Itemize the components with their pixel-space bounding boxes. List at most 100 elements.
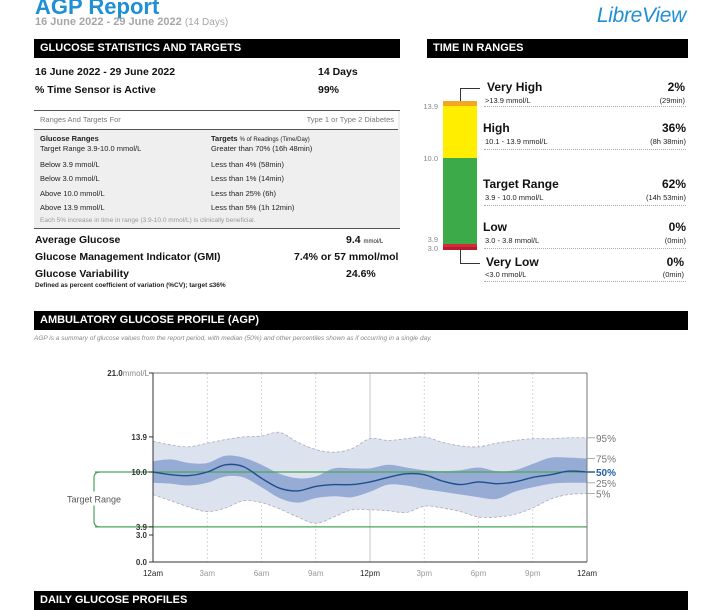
legend-label-95pct: 95%	[596, 434, 616, 445]
tir-low-pct: 0%	[668, 220, 686, 234]
ranges-targets-box: Ranges And Targets For Type 1 or Type 2 …	[34, 110, 400, 229]
period-label: 16 June 2022 - 29 June 2022	[35, 66, 176, 78]
tir-divider	[484, 149, 686, 150]
tir-low-range: 3.0 - 3.8 mmol/L	[485, 236, 540, 245]
libreview-logo: LibreView	[596, 4, 686, 27]
x-tick-label: 9pm	[525, 569, 541, 578]
x-tick-label: 12pm	[360, 569, 380, 578]
tir-very-low-time: (0min)	[662, 270, 684, 279]
tir-bar-very-low	[443, 247, 477, 250]
tir-axis-3-0: 3.0	[427, 244, 438, 253]
band-25-75	[153, 455, 587, 503]
range-row-4: Above 13.9 mmol/L	[40, 203, 105, 212]
very-high-connector	[460, 88, 461, 101]
y-tick-label: 3.0	[136, 531, 148, 540]
gmi-label: Glucose Management Indicator (GMI)	[35, 251, 221, 263]
agp-section-header: AMBULATORY GLUCOSE PROFILE (AGP)	[34, 311, 688, 330]
agp-description: AGP is a summary of glucose values from …	[34, 335, 432, 342]
tir-target-pct: 62%	[661, 177, 686, 191]
tir-axis-13-9: 13.9	[423, 102, 438, 111]
tir-very-high-time: (29min)	[659, 96, 685, 105]
x-tick-label: 3am	[199, 569, 215, 578]
target-row-1: Less than 4% (58min)	[211, 160, 284, 169]
line-95	[152, 431, 588, 453]
x-tick-label: 3pm	[416, 569, 432, 578]
range-row-0: Target Range 3.9-10.0 mmol/L	[40, 144, 142, 153]
tir-axis-10-0: 10.0	[423, 154, 438, 163]
y-tick-label: 21.0mmol/L	[107, 369, 149, 378]
y-tick-label: 13.9	[131, 433, 147, 442]
targets-header-sub: % of Readings (Time/Day)	[239, 137, 310, 143]
tir-low-label: Low	[483, 220, 507, 234]
tir-high-time: (8h 38min)	[650, 137, 686, 146]
agp-chart: 12am 3am 6am 9am 12pm 3pm 6pm 9pm 12am Target Ran…	[62, 369, 616, 578]
gmi-value: 7.4% or 57 mmol/mol	[294, 251, 399, 263]
legend-label-5pct: 5%	[596, 490, 611, 501]
y-unit-label: mmol/L	[123, 369, 150, 378]
targets-header-label: Targets	[211, 134, 238, 143]
target-row-4: Less than 5% (1h 12min)	[211, 203, 295, 212]
tir-bar-high	[443, 106, 477, 158]
tir-high-pct: 36%	[661, 121, 686, 135]
tir-very-low-range: <3.0 mmol/L	[485, 270, 527, 279]
x-tick-label: 6pm	[471, 569, 487, 578]
range-row-1: Below 3.9 mmol/L	[40, 160, 100, 169]
median-line	[152, 463, 588, 492]
y-tick-label: 10.0	[131, 468, 147, 477]
date-range-days: (14 Days)	[184, 17, 229, 28]
avg-glucose-number: 9.4	[346, 234, 361, 246]
tir-divider	[484, 248, 686, 249]
tir-target-label: Target Range	[483, 177, 559, 191]
tir-low-time: (0min)	[664, 236, 686, 245]
x-tick-label: 12am	[577, 569, 597, 578]
variability-note: Defined as percent coefficient of variat…	[35, 282, 226, 289]
avg-glucose-label: Average Glucose	[35, 234, 121, 246]
tir-divider	[484, 106, 686, 107]
legend-label-50pct: 50%	[596, 468, 616, 479]
x-tick-label: 12am	[143, 569, 163, 578]
ranges-header-right: Type 1 or Type 2 Diabetes	[306, 115, 394, 124]
target-range-label: Target Range	[67, 494, 121, 504]
variability-value: 24.6%	[346, 268, 376, 280]
ranges-footnote: Each 5% increase in time in range (3.9-1…	[40, 217, 256, 224]
target-row-3: Less than 25% (6h)	[211, 189, 277, 198]
tir-divider	[484, 205, 686, 206]
target-row-0: Greater than 70% (16h 48min)	[211, 144, 313, 153]
tir-very-high-pct: 2%	[667, 80, 685, 94]
line-5	[152, 493, 588, 524]
tir-high-range: 10.1 - 13.9 mmol/L	[485, 137, 548, 146]
targets-header: Targets % of Readings (Time/Day)	[211, 134, 310, 143]
range-row-3: Above 10.0 mmol/L	[40, 189, 105, 198]
avg-glucose-value: 9.4 mmol/L	[346, 234, 383, 246]
glucose-ranges-header: Glucose Ranges	[40, 134, 99, 143]
avg-glucose-unit: mmol/L	[363, 239, 384, 245]
very-low-connector-h	[460, 263, 480, 264]
target-row-2: Less than 1% (14min)	[211, 174, 284, 183]
sensor-active-label: % Time Sensor is Active	[35, 84, 156, 96]
tir-section-header: TIME IN RANGES	[427, 39, 688, 58]
sensor-active-value: 99%	[318, 84, 340, 96]
range-row-2: Below 3.0 mmol/L	[40, 174, 100, 183]
tir-bar-low	[443, 244, 477, 247]
tir-bar-very-high	[443, 101, 477, 106]
x-tick-label: 9am	[308, 569, 324, 578]
tir-axis-3-9: 3.9	[427, 235, 438, 244]
tir-very-low-pct: 0%	[666, 255, 684, 269]
tir-very-low-label: Very Low	[486, 255, 539, 269]
tir-very-high-range: >13.9 mmol/L	[485, 96, 531, 105]
y-tick-label: 3.9	[136, 523, 148, 532]
period-value: 14 Days	[318, 66, 358, 78]
target-range-label-bg	[62, 491, 128, 506]
very-high-connector-h	[460, 88, 480, 89]
report-title: AGP Report	[35, 0, 160, 19]
tir-bar-target	[443, 158, 477, 244]
legend-label-25pct: 25%	[596, 479, 616, 490]
ranges-header-left: Ranges And Targets For	[40, 115, 121, 124]
stats-section-header: GLUCOSE STATISTICS AND TARGETS	[34, 39, 400, 58]
daily-section-header: DAILY GLUCOSE PROFILES	[34, 591, 688, 610]
tir-target-time: (14h 53min)	[645, 193, 686, 202]
variability-label: Glucose Variability	[35, 268, 129, 280]
x-tick-label: 6am	[254, 569, 270, 578]
tir-target-range: 3.9 - 10.0 mmol/L	[485, 193, 544, 202]
tir-divider	[484, 281, 686, 282]
